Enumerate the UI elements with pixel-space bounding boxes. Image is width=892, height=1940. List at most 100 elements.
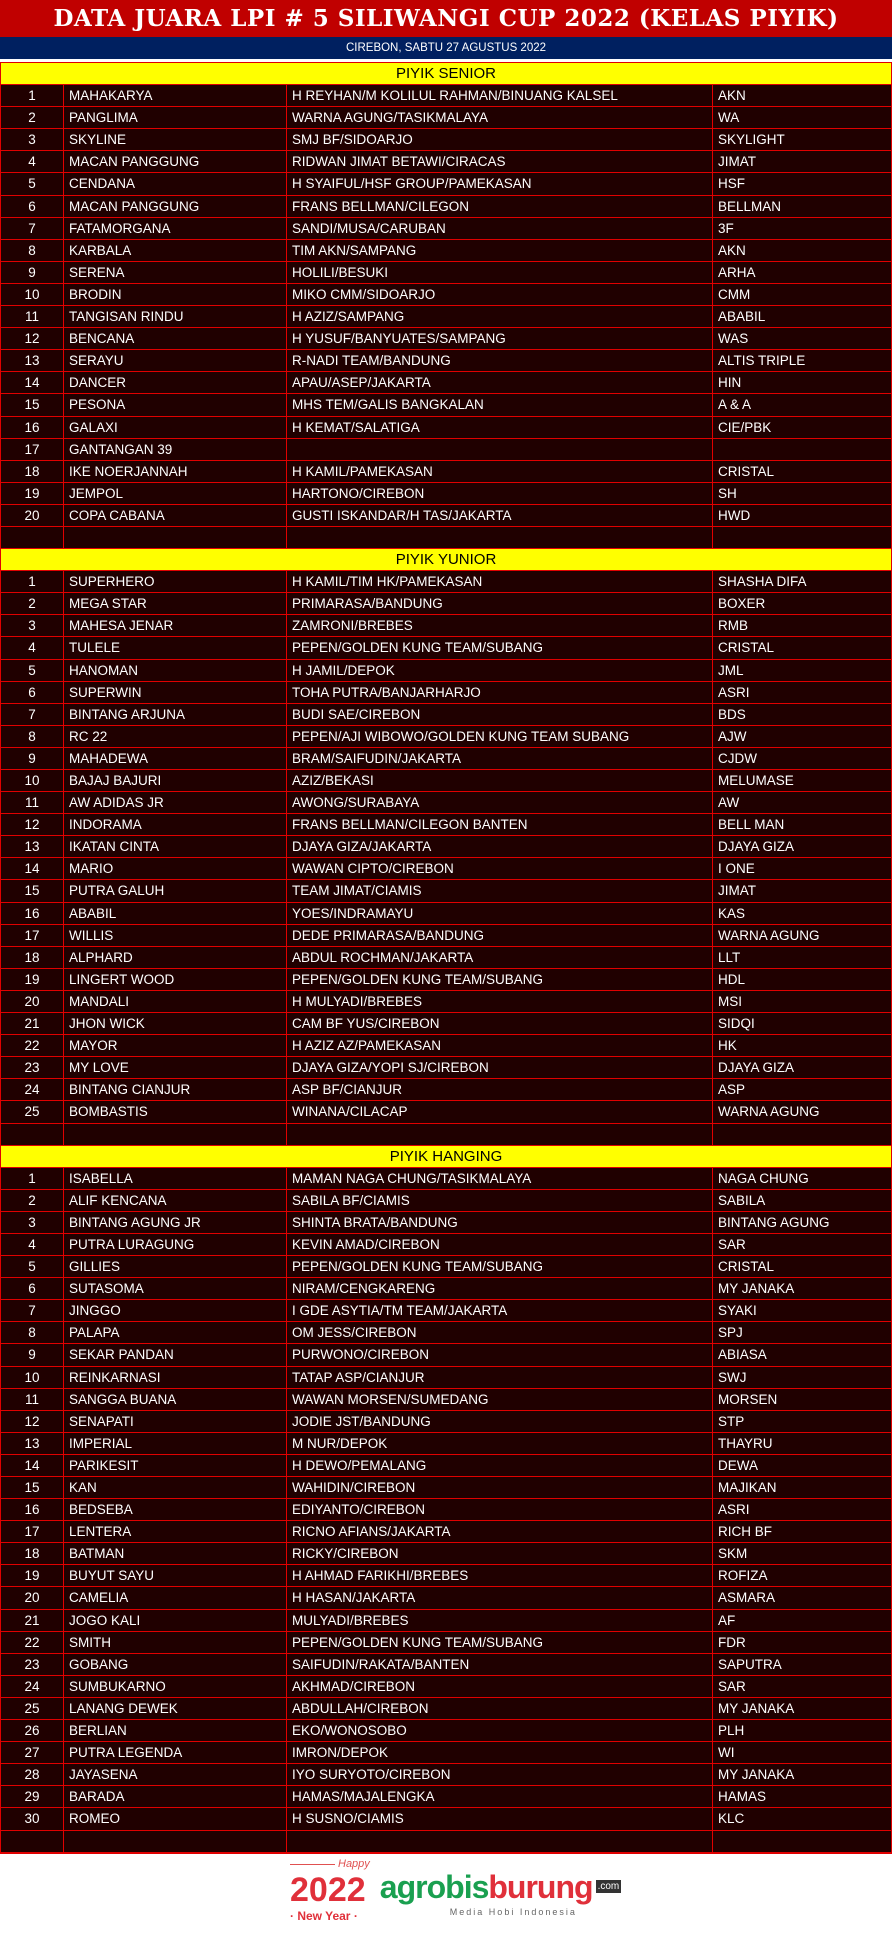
- cell-no: 1: [1, 85, 64, 107]
- cell-team: MELUMASE: [718, 773, 794, 788]
- divider: [0, 59, 892, 62]
- cell-bird: SERAYU: [64, 350, 287, 372]
- cell-team: HAMAS: [718, 1789, 767, 1805]
- table-row: 21 JOGO KALI MULYADI/BREBES AF: [1, 1608, 891, 1631]
- cell-owner: EKO/WONOSOBO: [287, 1720, 713, 1742]
- cell-no: 21: [1, 1013, 64, 1035]
- table-row: 22 SMITH PEPEN/GOLDEN KUNG TEAM/SUBANG FDR: [1, 1630, 891, 1653]
- table-row: 12 SENAPATI JODIE JST/BANDUNG STP: [1, 1409, 891, 1432]
- cell-team: ROFIZA: [718, 1568, 768, 1584]
- cell-owner: H REYHAN/M KOLILUL RAHMAN/BINUANG KALSEL: [287, 85, 713, 107]
- cell-owner: H KAMIL/TIM HK/PAMEKASAN: [287, 571, 713, 593]
- cell-owner: TOHA PUTRA/BANJARHARJO: [287, 681, 713, 703]
- cell-bird: MAHADEWA: [64, 747, 287, 769]
- cell-bird: MACAN PANGGUNG: [64, 195, 287, 217]
- cell-owner: MULYADI/BREBES: [287, 1609, 713, 1631]
- logo-new-year: · New Year ·: [290, 1909, 358, 1923]
- cell-owner: ASP BF/CIANJUR: [287, 1079, 713, 1101]
- cell-no: 16: [1, 1499, 64, 1521]
- cell-bird: PANGLIMA: [64, 107, 287, 129]
- table-row: 9 SERENA HOLILI/BESUKI ARHA: [1, 260, 891, 283]
- cell-team: MAJIKAN: [718, 1480, 777, 1495]
- cell-bird: GALAXI: [64, 416, 287, 438]
- cell-owner: JODIE JST/BANDUNG: [287, 1410, 713, 1432]
- cell-no: 12: [1, 814, 64, 836]
- cell-owner: WAWAN MORSEN/SUMEDANG: [287, 1388, 713, 1410]
- table-row: 29 BARADA HAMAS/MAJALENGKA HAMAS: [1, 1785, 891, 1808]
- cell-team: WARNA AGUNG: [718, 927, 820, 943]
- cell-team: JML: [718, 662, 744, 678]
- table-row: 28 JAYASENA IYO SURYOTO/CIREBON MY JANAKA: [1, 1763, 891, 1786]
- cell-no: 7: [1, 1300, 64, 1322]
- cell-no: 3: [1, 615, 64, 637]
- cell-bird: PUTRA GALUH: [64, 880, 287, 902]
- cell-no: 23: [1, 1653, 64, 1675]
- table-row: 2 MEGA STAR PRIMARASA/BANDUNG BOXER: [1, 592, 891, 615]
- cell-owner: [287, 438, 713, 460]
- table-row: 13 IMPERIAL M NUR/DEPOK THAYRU: [1, 1431, 891, 1454]
- cell-owner: MHS TEM/GALIS BANGKALAN: [287, 394, 713, 416]
- table-row: 6 SUPERWIN TOHA PUTRA/BANJARHARJO ASRI: [1, 680, 891, 703]
- table-row: 4 PUTRA LURAGUNG KEVIN AMAD/CIREBON SAR: [1, 1232, 891, 1256]
- table-row: 21 JHON WICK CAM BF YUS/CIREBON SIDQI: [1, 1012, 891, 1035]
- table-row: [1, 525, 891, 549]
- cell-owner: R-NADI TEAM/BANDUNG: [287, 350, 713, 372]
- cell-owner: WAWAN CIPTO/CIREBON: [287, 858, 713, 880]
- cell-owner: [287, 1830, 713, 1852]
- cell-team: WA: [718, 110, 740, 126]
- cell-no: 18: [1, 946, 64, 968]
- table-row: 23 GOBANG SAIFUDIN/RAKATA/BANTEN SAPUTRA: [1, 1652, 891, 1675]
- table-row: 5 GILLIES PEPEN/GOLDEN KUNG TEAM/SUBANG CRI…: [1, 1255, 891, 1278]
- cell-owner: RICKY/CIREBON: [287, 1543, 713, 1565]
- cell-owner: PEPEN/GOLDEN KUNG TEAM/SUBANG: [287, 968, 713, 990]
- cell-bird: SANGGA BUANA: [64, 1388, 287, 1410]
- cell-no: 13: [1, 1432, 64, 1454]
- table-row: 1 ISABELLA MAMAN NAGA CHUNG/TASIKMALAYA NAG…: [1, 1166, 891, 1189]
- cell-team: SABILA: [718, 1192, 766, 1208]
- table-row: 18 BATMAN RICKY/CIREBON SKM: [1, 1542, 891, 1565]
- cell-no: 18: [1, 460, 64, 482]
- table-row: 11 TANGISAN RINDU H AZIZ/SAMPANG ABABIL: [1, 305, 891, 328]
- cell-owner: HOLILI/BESUKI: [287, 261, 713, 283]
- cell-team: RMB: [718, 618, 748, 634]
- cell-no: 2: [1, 593, 64, 615]
- cell-no: 9: [1, 747, 64, 769]
- cell-owner: IYO SURYOTO/CIREBON: [287, 1764, 713, 1786]
- cell-owner: DJAYA GIZA/YOPI SJ/CIREBON: [287, 1057, 713, 1079]
- cell-bird: BINTANG ARJUNA: [64, 703, 287, 725]
- cell-owner: M NUR/DEPOK: [287, 1432, 713, 1454]
- table-row: 23 MY LOVE DJAYA GIZA/YOPI SJ/CIREBON DJAYA…: [1, 1056, 891, 1079]
- cell-owner: PEPEN/GOLDEN KUNG TEAM/SUBANG: [287, 1631, 713, 1653]
- cell-bird: JHON WICK: [64, 1013, 287, 1035]
- cell-team: AKN: [718, 88, 746, 104]
- cell-team: CRISTAL: [718, 1259, 775, 1275]
- cell-bird: SUPERHERO: [64, 571, 287, 593]
- cell-team: AJW: [718, 728, 747, 744]
- cell-owner: CAM BF YUS/CIREBON: [287, 1013, 713, 1035]
- cell-bird: MARIO: [64, 858, 287, 880]
- cell-team: STP: [718, 1413, 745, 1429]
- cell-bird: ALPHARD: [64, 946, 287, 968]
- logo-tld: .com: [595, 1880, 622, 1893]
- cell-no: 26: [1, 1720, 64, 1742]
- table-row: 10 BRODIN MIKO CMM/SIDOARJO CMM: [1, 282, 891, 306]
- cell-team: SYAKI: [718, 1303, 757, 1319]
- cell-bird: BAJAJ BAJURI: [64, 770, 287, 792]
- cell-team: SIDQI: [718, 1016, 755, 1032]
- cell-no: 10: [1, 1366, 64, 1388]
- cell-team: [713, 527, 891, 548]
- cell-team: ARHA: [718, 264, 756, 280]
- table-row: 4 MACAN PANGGUNG RIDWAN JIMAT BETAWI/CIRAC…: [1, 150, 891, 173]
- cell-bird: PESONA: [64, 394, 287, 416]
- cell-bird: MAYOR: [64, 1035, 287, 1057]
- cell-no: [1, 1830, 64, 1852]
- cell-team: SAR: [718, 1678, 746, 1694]
- logo-year-block: Happy 2022 · New Year ·: [290, 1858, 370, 1924]
- cell-team: ABIASA: [718, 1347, 767, 1363]
- cell-team: ABABIL: [718, 309, 766, 325]
- table-row: 10 BAJAJ BAJURI AZIZ/BEKASI MELUMASE: [1, 769, 891, 792]
- cell-no: 2: [1, 107, 64, 129]
- section-header: PIYIK SENIOR: [1, 62, 891, 85]
- cell-owner: H DEWO/PEMALANG: [287, 1454, 713, 1476]
- cell-owner: AWONG/SURABAYA: [287, 792, 713, 814]
